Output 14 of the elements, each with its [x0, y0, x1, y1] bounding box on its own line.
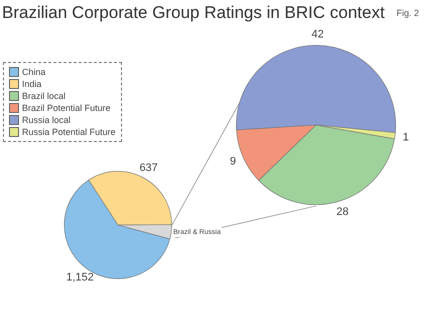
data-label: 1 — [402, 131, 409, 144]
legend-label: Russia Potential Future — [22, 127, 116, 137]
legend-label: China — [22, 67, 46, 77]
data-label: 9 — [230, 156, 236, 168]
data-label: 28 — [336, 206, 349, 218]
data-label: 1,152 — [66, 271, 94, 284]
legend-label: Brazil Potential Future — [22, 103, 111, 113]
legend-label: Russia local — [22, 115, 71, 125]
data-label: 637 — [139, 162, 158, 174]
legend-label: India — [22, 79, 42, 89]
data-label: 42 — [311, 28, 324, 40]
caption: Fig. 2 — [396, 8, 419, 18]
legend-label: Brazil local — [22, 91, 66, 101]
chart-title: Brazilian Corporate Group Ratings in BRIC context — [2, 3, 385, 23]
